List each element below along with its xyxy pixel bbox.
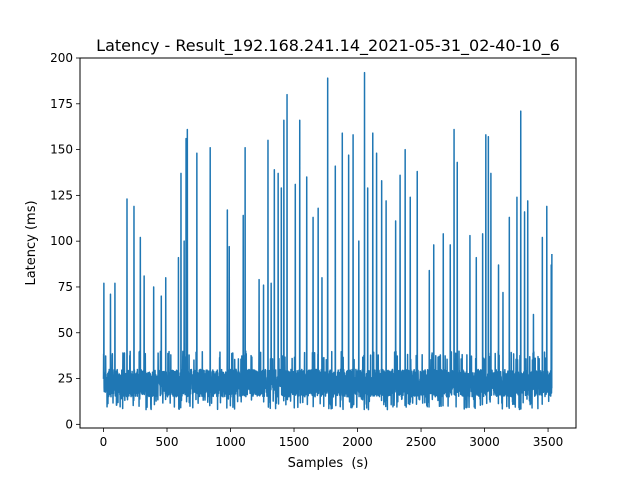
y-axis-label: Latency (ms) [24,200,39,285]
axes-layer [79,57,577,429]
y-tick-label: 125 [50,188,73,202]
x-tick-label: 3500 [533,435,564,449]
y-tick-label: 25 [58,372,73,386]
x-axis-label: Samples (s) [288,456,369,471]
plot-frame [79,57,577,429]
y-tick-label: 200 [50,51,73,65]
y-tick-label: 75 [58,280,73,294]
x-tick-label: 2000 [342,435,373,449]
x-tick-label: 3000 [469,435,500,449]
x-tick-label: 2500 [406,435,437,449]
y-tick-label: 150 [50,143,73,157]
x-axis-ticks: 0 500 1000 1500 2000 2500 3000 3500 [100,428,564,449]
x-tick-label: 1500 [279,435,310,449]
x-tick-label: 1000 [215,435,246,449]
series-layer [102,71,553,411]
y-tick-label: 0 [65,417,73,431]
y-tick-label: 50 [58,326,73,340]
y-tick-label: 175 [50,97,73,111]
y-axis-ticks: 0 25 50 75 100 125 150 175 200 [50,51,80,431]
y-tick-label: 100 [50,234,73,248]
chart-title: Latency - Result_192.168.241.14_2021-05-… [96,36,560,56]
x-tick-label: 0 [100,435,108,449]
x-tick-label: 500 [156,435,179,449]
latency-series-line [102,71,553,411]
